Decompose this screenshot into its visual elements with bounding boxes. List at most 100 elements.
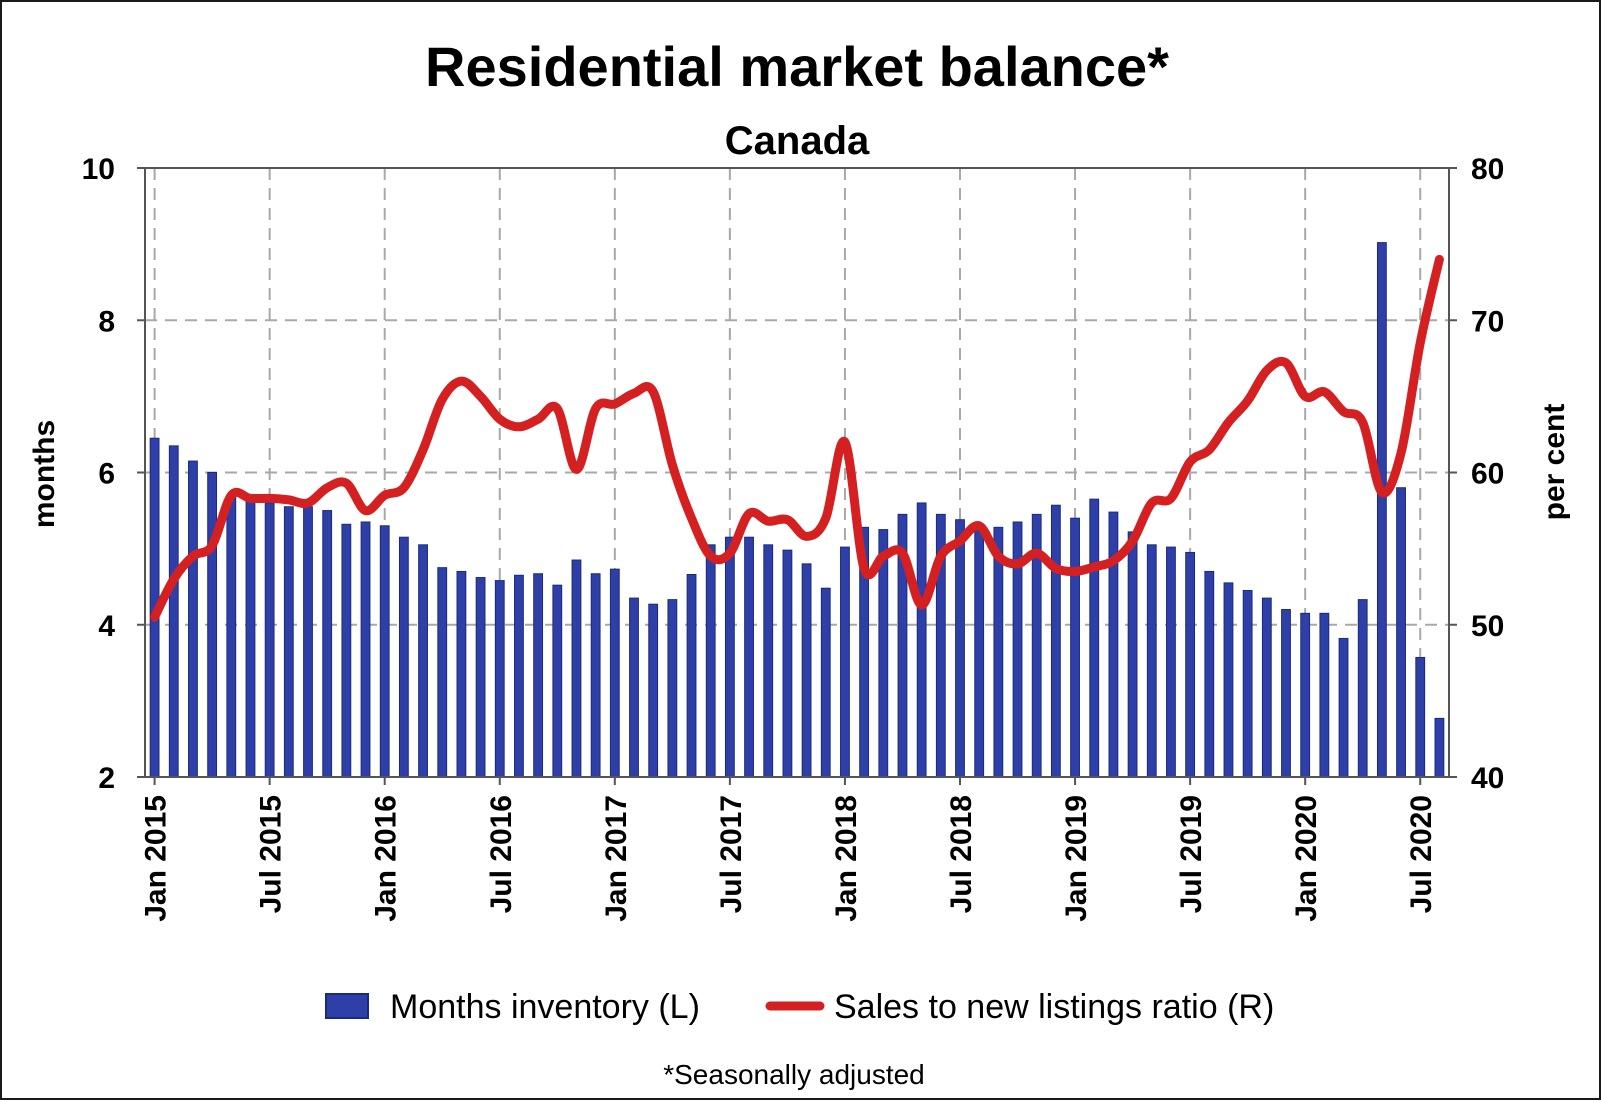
x-tick-label: Jul 2017 — [715, 795, 748, 913]
inventory-bar — [379, 525, 390, 778]
inventory-bar — [1319, 612, 1330, 778]
x-tick-label: Jul 2019 — [1175, 795, 1208, 913]
inventory-bar — [245, 498, 256, 778]
inventory-bar — [1300, 612, 1311, 778]
inventory-bar — [1376, 242, 1387, 778]
inventory-bar — [1146, 544, 1157, 778]
legend: Months inventory (L) Sales to new listin… — [325, 988, 1274, 1026]
left-tick-label: 4 — [98, 610, 115, 643]
inventory-bar — [514, 574, 524, 778]
x-tick-label: Jan 2016 — [370, 795, 403, 922]
axes — [137, 167, 1457, 785]
right-tick-label: 40 — [1471, 762, 1504, 795]
inventory-bar — [398, 536, 409, 778]
line-series — [150, 254, 1444, 622]
inventory-bar — [1185, 551, 1196, 778]
inventory-bar — [207, 472, 218, 778]
inventory-bar — [705, 544, 716, 778]
inventory-bar — [840, 546, 850, 778]
inventory-bar — [1127, 531, 1138, 778]
legend-bar-swatch — [325, 993, 369, 1019]
inventory-bar — [571, 559, 582, 778]
right-tick-label: 60 — [1471, 458, 1504, 491]
inventory-bar — [283, 506, 294, 778]
left-tick-label: 6 — [98, 458, 115, 491]
inventory-bar — [1338, 637, 1349, 778]
inventory-bar — [1242, 589, 1253, 778]
inventory-bar — [724, 536, 735, 778]
x-tick-label: Jan 2018 — [830, 795, 863, 922]
inventory-bar — [648, 603, 659, 778]
x-tick-label: Jan 2019 — [1060, 795, 1093, 922]
x-tick-label: Jan 2020 — [1290, 795, 1323, 922]
x-tick-label: Jan 2015 — [140, 795, 173, 922]
sales-ratio-line — [150, 254, 1444, 622]
inventory-bar — [475, 577, 486, 778]
inventory-bar — [437, 567, 448, 778]
x-tick-label: Jan 2017 — [600, 795, 633, 922]
y-tick-labels: 2 4 6 8 10 40 50 60 70 80 — [82, 153, 1505, 795]
inventory-bar — [168, 445, 179, 778]
inventory-bar — [1108, 511, 1119, 778]
inventory-bar — [264, 502, 275, 778]
grid-lines — [145, 167, 1449, 777]
inventory-bar — [303, 506, 313, 778]
chart-subtitle: Canada — [725, 119, 870, 163]
chart-title: Residential market balance* — [425, 35, 1169, 98]
left-tick-label: 8 — [98, 305, 115, 338]
right-axis-title: per cent — [1538, 404, 1571, 521]
inventory-bar — [993, 526, 1004, 778]
right-tick-label: 70 — [1471, 305, 1504, 338]
inventory-bar — [341, 523, 352, 778]
inventory-bar — [955, 519, 965, 778]
x-tick-label: Jul 2018 — [945, 795, 978, 913]
inventory-bar — [1204, 570, 1215, 778]
inventory-bar — [188, 460, 198, 778]
inventory-bar — [1261, 597, 1272, 778]
inventory-bar — [916, 502, 927, 778]
inventory-bar — [1050, 504, 1061, 778]
inventory-bar — [782, 549, 793, 778]
inventory-bar — [1089, 498, 1100, 778]
inventory-bar — [533, 573, 544, 778]
left-tick-label: 2 — [98, 762, 115, 795]
inventory-bar — [667, 599, 678, 778]
inventory-bar — [974, 529, 985, 778]
inventory-bar — [456, 570, 467, 778]
inventory-bar — [744, 536, 754, 778]
bar-series — [149, 242, 1445, 778]
inventory-bar — [1281, 609, 1291, 778]
inventory-bar — [629, 597, 639, 778]
x-tick-labels: Jan 2015 Jul 2015 Jan 2016 Jul 2016 Jan 2017… — [140, 795, 1439, 922]
inventory-bar — [1070, 517, 1080, 778]
x-tick-label: Jul 2016 — [485, 795, 518, 913]
inventory-bar — [820, 587, 831, 778]
x-tick-label: Jul 2020 — [1405, 795, 1438, 913]
left-tick-label: 10 — [82, 153, 115, 186]
inventory-bar — [1223, 582, 1234, 778]
inventory-bar — [1166, 546, 1176, 778]
legend-bar-label: Months inventory (L) — [390, 988, 700, 1026]
inventory-bar — [552, 584, 563, 778]
inventory-bar — [763, 544, 774, 778]
x-tick-label: Jul 2015 — [255, 795, 288, 913]
inventory-bar — [494, 580, 505, 778]
right-tick-label: 80 — [1471, 153, 1504, 186]
inventory-bar — [322, 510, 333, 778]
inventory-bar — [1396, 487, 1406, 778]
legend-line-label: Sales to new listings ratio (R) — [834, 988, 1274, 1026]
inventory-bar — [360, 521, 371, 778]
inventory-bar — [1357, 599, 1368, 778]
footnote: *Seasonally adjusted — [663, 1059, 925, 1090]
inventory-bar — [1434, 717, 1445, 778]
inventory-bar — [1415, 656, 1426, 778]
right-tick-label: 50 — [1471, 610, 1504, 643]
left-axis-title: months — [28, 420, 61, 528]
inventory-bar — [226, 494, 237, 778]
inventory-bar — [609, 568, 620, 778]
inventory-bar — [801, 563, 812, 778]
inventory-bar — [686, 574, 697, 778]
inventory-bar — [418, 544, 428, 778]
